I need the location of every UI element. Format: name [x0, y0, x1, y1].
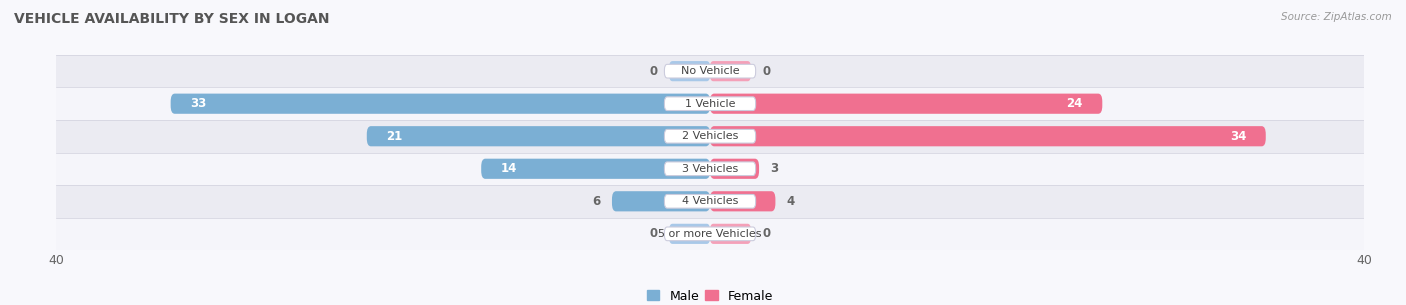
Bar — [56, 152, 1364, 185]
Text: 0: 0 — [762, 227, 770, 240]
FancyBboxPatch shape — [710, 61, 751, 81]
Text: VEHICLE AVAILABILITY BY SEX IN LOGAN: VEHICLE AVAILABILITY BY SEX IN LOGAN — [14, 12, 329, 26]
Bar — [56, 185, 1364, 217]
FancyBboxPatch shape — [481, 159, 710, 179]
Text: 4 Vehicles: 4 Vehicles — [682, 196, 738, 206]
Text: Source: ZipAtlas.com: Source: ZipAtlas.com — [1281, 12, 1392, 22]
FancyBboxPatch shape — [665, 162, 755, 176]
FancyBboxPatch shape — [665, 64, 755, 78]
Text: No Vehicle: No Vehicle — [681, 66, 740, 76]
FancyBboxPatch shape — [170, 94, 710, 114]
FancyBboxPatch shape — [367, 126, 710, 146]
Bar — [56, 88, 1364, 120]
Text: 24: 24 — [1066, 97, 1083, 110]
FancyBboxPatch shape — [612, 191, 710, 211]
Bar — [56, 217, 1364, 250]
Text: 0: 0 — [650, 65, 658, 78]
Text: 6: 6 — [592, 195, 600, 208]
Text: 34: 34 — [1230, 130, 1246, 143]
FancyBboxPatch shape — [710, 159, 759, 179]
FancyBboxPatch shape — [665, 129, 755, 143]
FancyBboxPatch shape — [669, 224, 710, 244]
FancyBboxPatch shape — [710, 191, 776, 211]
Text: 3 Vehicles: 3 Vehicles — [682, 164, 738, 174]
Text: 0: 0 — [762, 65, 770, 78]
Text: 0: 0 — [650, 227, 658, 240]
FancyBboxPatch shape — [665, 227, 755, 241]
Text: 33: 33 — [190, 97, 207, 110]
Text: 14: 14 — [501, 162, 517, 175]
FancyBboxPatch shape — [669, 61, 710, 81]
Text: 2 Vehicles: 2 Vehicles — [682, 131, 738, 141]
FancyBboxPatch shape — [710, 126, 1265, 146]
FancyBboxPatch shape — [710, 94, 1102, 114]
Text: 5 or more Vehicles: 5 or more Vehicles — [658, 229, 762, 239]
Text: 21: 21 — [387, 130, 402, 143]
Bar — [56, 55, 1364, 88]
FancyBboxPatch shape — [710, 224, 751, 244]
Text: 4: 4 — [787, 195, 796, 208]
FancyBboxPatch shape — [665, 97, 755, 110]
FancyBboxPatch shape — [665, 195, 755, 208]
Bar — [56, 120, 1364, 152]
Text: 3: 3 — [770, 162, 779, 175]
Text: 1 Vehicle: 1 Vehicle — [685, 99, 735, 109]
Legend: Male, Female: Male, Female — [643, 286, 778, 305]
